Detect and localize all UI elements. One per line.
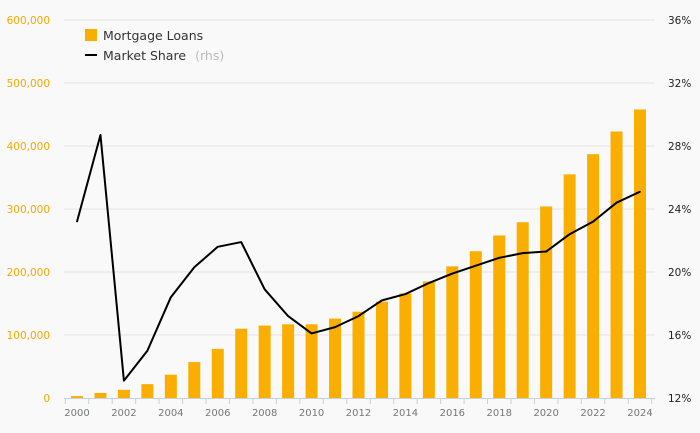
x-tick-label: 2006 — [205, 408, 230, 419]
y-right-tick-label: 32% — [668, 78, 691, 90]
bar-2000 — [71, 396, 83, 398]
y-left-tick-label: 500,000 — [7, 78, 50, 90]
x-tick-label: 2022 — [580, 408, 605, 419]
market-share-point-2006 — [216, 246, 219, 248]
market-share-point-2019 — [521, 252, 524, 254]
y-right-tick-label: 20% — [668, 267, 691, 279]
x-tick-label: 2008 — [252, 408, 277, 419]
market-share-point-2012 — [357, 315, 360, 317]
market-share-point-2001 — [99, 134, 102, 136]
market-share-point-2000 — [76, 220, 78, 223]
market-share-point-2005 — [193, 266, 196, 269]
y-right-tick-label: 16% — [668, 330, 691, 342]
market-share-point-2004 — [170, 296, 172, 299]
legend-label-market-share-group: Market Share (rhs) — [103, 45, 224, 64]
market-share-point-2021 — [568, 233, 571, 235]
market-share-point-2009 — [287, 315, 289, 317]
legend: Mortgage Loans Market Share (rhs) — [85, 28, 224, 64]
market-share-point-2014 — [404, 293, 407, 295]
y-left-tick-label: 600,000 — [7, 15, 50, 27]
bar-2018 — [493, 235, 506, 398]
bar-2019 — [516, 222, 529, 398]
bar-2002 — [117, 389, 130, 398]
bar-2016 — [446, 266, 459, 398]
bar-2008 — [258, 325, 271, 398]
y-left-tick-label: 100,000 — [7, 330, 50, 342]
market-share-line-group — [76, 133, 641, 382]
bar-2017 — [469, 251, 482, 398]
market-share-point-2023 — [615, 201, 618, 204]
y-right-tick-label: 36% — [668, 15, 691, 27]
bar-2010 — [305, 324, 318, 398]
market-share-point-2007 — [240, 241, 243, 243]
bar-2022 — [587, 154, 600, 398]
market-share-point-2008 — [263, 288, 266, 291]
y-left-tick-label: 300,000 — [7, 204, 50, 216]
bar-2023 — [610, 131, 623, 398]
bar-2006 — [211, 348, 224, 398]
bar-2007 — [235, 328, 248, 398]
y-right-tick-label: 28% — [668, 141, 691, 153]
x-tick-label: 2016 — [440, 408, 465, 419]
y-axis-left: 0 100,000 200,000 300,000 400,000 500,000 600,… — [7, 15, 50, 405]
x-tick-label: 2010 — [299, 408, 324, 419]
legend-label-market-share: Market Share — [103, 48, 186, 63]
x-tick-label: 2020 — [533, 408, 558, 419]
y-left-tick-label: 200,000 — [7, 267, 50, 279]
bar-2004 — [164, 374, 177, 398]
x-tick-label: 2002 — [111, 408, 136, 419]
x-tick-label: 2012 — [346, 408, 371, 419]
bar-2024 — [634, 109, 646, 399]
y-right-tick-label: 24% — [668, 204, 691, 216]
bar-2021 — [563, 174, 576, 398]
market-share-point-2018 — [498, 257, 501, 259]
market-share-point-2022 — [592, 220, 594, 223]
market-share-point-2010 — [310, 332, 313, 335]
legend-swatch-mortgage-loans — [85, 29, 97, 41]
gridlines — [64, 19, 655, 336]
market-share-point-2017 — [474, 264, 477, 267]
market-share-point-2003 — [146, 349, 149, 352]
bar-2020 — [540, 206, 553, 398]
bar-2001 — [94, 392, 107, 398]
y-right-tick-label: 12% — [668, 393, 691, 405]
y-left-tick-label: 400,000 — [7, 141, 50, 153]
bar-2014 — [399, 293, 412, 398]
x-tick-label: 2024 — [627, 408, 652, 419]
y-axis-right: 12% 16% 20% 24% 28% 32% 36% — [668, 15, 691, 405]
market-share-point-2002 — [123, 379, 125, 382]
bar-2011 — [329, 318, 342, 398]
x-axis: 2000 2002 2004 2006 2008 2010 2012 2014 2016 2018… — [64, 398, 655, 419]
market-share-point-2024 — [639, 190, 641, 193]
x-tick-label: 2000 — [64, 408, 89, 419]
market-share-point-2015 — [428, 282, 430, 284]
market-share-point-2016 — [451, 272, 454, 275]
bar-2003 — [141, 384, 154, 398]
bar-2012 — [352, 311, 365, 398]
bars — [71, 109, 646, 399]
legend-label-rhs: (rhs) — [195, 48, 224, 63]
market-share-point-2011 — [334, 326, 336, 328]
bar-2013 — [375, 301, 388, 398]
y-left-tick-label: 0 — [43, 393, 50, 405]
market-share-point-2020 — [545, 250, 547, 253]
bar-2009 — [282, 324, 295, 398]
x-tick-label: 2014 — [393, 408, 418, 419]
legend-label-mortgage-loans: Mortgage Loans — [103, 28, 203, 43]
bar-2015 — [422, 281, 435, 398]
market-share-point-2013 — [381, 299, 383, 302]
bar-2005 — [188, 362, 201, 398]
x-tick-label: 2018 — [487, 408, 512, 419]
x-tick-label: 2004 — [158, 408, 183, 419]
